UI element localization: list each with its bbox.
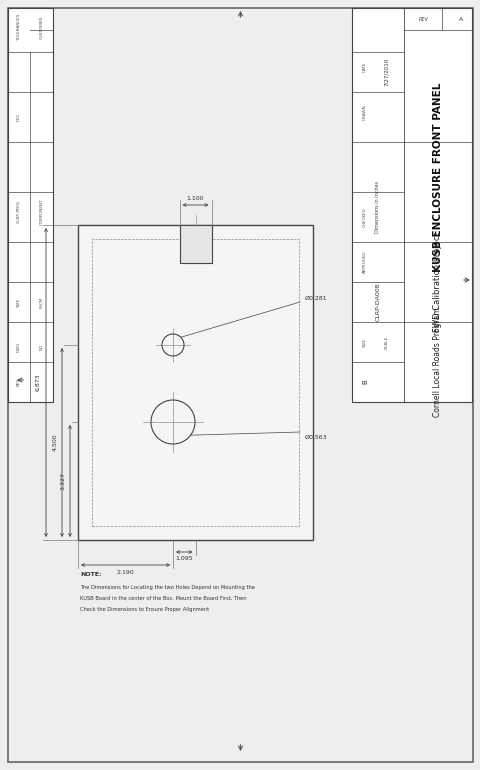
Text: CLRP-PROJ: CLRP-PROJ xyxy=(17,201,21,223)
Text: NO: NO xyxy=(40,344,44,350)
Text: 7/27/2010: 7/27/2010 xyxy=(384,58,389,86)
Bar xyxy=(8,8,53,402)
Text: REV: REV xyxy=(417,16,427,22)
Text: Cornell Local Roads Program: Cornell Local Roads Program xyxy=(432,307,442,417)
Bar xyxy=(179,225,211,263)
Text: Ø0.281: Ø0.281 xyxy=(304,296,326,300)
Text: 4.500: 4.500 xyxy=(52,434,58,451)
Text: Ø0.563: Ø0.563 xyxy=(304,434,326,440)
Text: TOLERANCES: TOLERANCES xyxy=(17,13,21,41)
Bar xyxy=(92,239,299,526)
Text: NOTE:: NOTE: xyxy=(80,572,101,577)
Text: APPROVED: APPROVED xyxy=(362,251,366,273)
Text: 2.190: 2.190 xyxy=(116,570,134,574)
Text: Dimensions in Inches: Dimensions in Inches xyxy=(375,181,380,233)
Text: KUSB ENCLOSURE FRONT PANEL: KUSB ENCLOSURE FRONT PANEL xyxy=(432,82,442,272)
Text: 3.327: 3.327 xyxy=(60,472,65,490)
Bar xyxy=(351,8,471,402)
Text: DEC: DEC xyxy=(17,112,21,122)
Text: DWG: DWG xyxy=(17,342,21,352)
Text: DATE: DATE xyxy=(362,62,366,72)
Text: A: A xyxy=(458,16,462,22)
Text: CLRP-DA008: CLRP-DA008 xyxy=(375,283,380,321)
Text: DRAWN: DRAWN xyxy=(362,104,366,120)
Text: SCALE: SCALE xyxy=(384,336,388,349)
Bar xyxy=(78,225,312,540)
Text: SIZE: SIZE xyxy=(17,297,21,306)
Text: CHECKED: CHECKED xyxy=(362,207,366,227)
Text: FSCM: FSCM xyxy=(40,296,44,308)
Text: B: B xyxy=(361,380,367,384)
Text: FWD Calibration Project: FWD Calibration Project xyxy=(432,232,442,332)
Text: Check the Dimensions to Ensure Proper Alignment: Check the Dimensions to Ensure Proper Al… xyxy=(80,607,209,612)
Text: KUSB Board in the center of the Box. Mount the Board First, Then: KUSB Board in the center of the Box. Mou… xyxy=(80,596,246,601)
Text: COMPONENT: COMPONENT xyxy=(40,199,44,226)
Text: 6.873: 6.873 xyxy=(36,373,40,391)
Text: 1.095: 1.095 xyxy=(175,557,192,561)
Text: The Dimensions for Locating the two Holes Depend on Mounting the: The Dimensions for Locating the two Hole… xyxy=(80,585,254,590)
Text: SIZE: SIZE xyxy=(362,337,366,346)
Text: REV: REV xyxy=(17,378,21,387)
Text: CUSTOMER: CUSTOMER xyxy=(40,15,44,38)
Text: 1.100: 1.100 xyxy=(186,196,204,200)
